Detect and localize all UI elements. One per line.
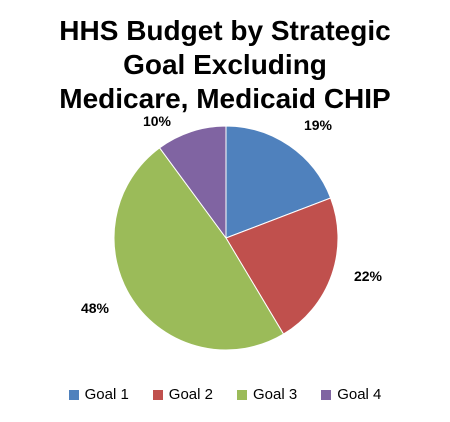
- data-label-goal-3: 48%: [81, 300, 110, 316]
- chart-title: HHS Budget by Strategic Goal Excluding M…: [0, 14, 450, 116]
- chart-title-line-3: Medicare, Medicaid CHIP: [59, 83, 391, 114]
- data-label-goal-4: 10%: [143, 113, 172, 129]
- legend-label-goal-2: Goal 2: [168, 386, 213, 403]
- legend-swatch-goal-4: [321, 389, 332, 400]
- legend-swatch-goal-2: [152, 389, 163, 400]
- legend-item-goal-3: Goal 3: [237, 386, 297, 403]
- legend-label-goal-4: Goal 4: [337, 386, 382, 403]
- legend-swatch-goal-1: [68, 389, 79, 400]
- legend-label-goal-1: Goal 1: [84, 386, 129, 403]
- data-label-goal-2: 22%: [354, 268, 383, 284]
- pie-slice-goal-4: [158, 125, 227, 240]
- legend-item-goal-1: Goal 1: [68, 386, 129, 403]
- legend-item-goal-2: Goal 2: [152, 386, 213, 403]
- chart-title-line-2: Goal Excluding: [123, 49, 327, 80]
- legend-label-goal-3: Goal 3: [253, 386, 298, 403]
- legend-swatch-goal-3: [237, 389, 247, 400]
- data-label-goal-1: 19%: [304, 117, 333, 133]
- pie-slice-goal-2: [225, 197, 339, 335]
- chart-title-line-1: HHS Budget by Strategic: [59, 15, 391, 46]
- legend: Goal 1 Goal 2 Goal 3 Goal 4: [0, 386, 450, 403]
- pie-slice-goal-3: [113, 147, 285, 351]
- legend-item-goal-4: Goal 4: [321, 386, 381, 403]
- pie-slice-goal-1: [225, 125, 332, 239]
